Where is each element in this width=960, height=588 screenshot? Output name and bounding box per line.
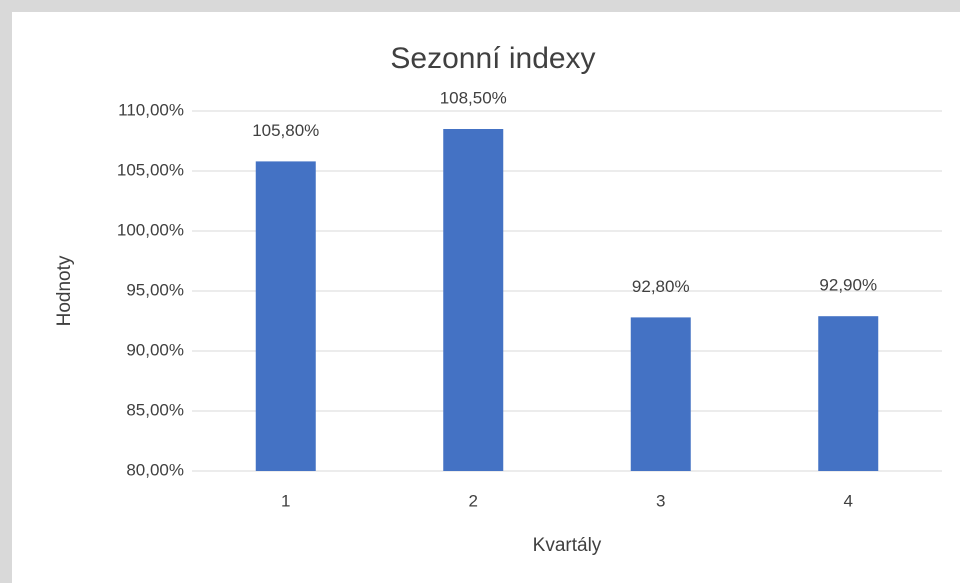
bar [630,317,691,471]
data-label: 92,80% [632,277,690,296]
y-tick-label: 100,00% [117,220,184,239]
x-axis-label: Kvartály [533,535,602,556]
chart-title: Sezonní indexy [390,42,595,75]
y-tick-label: 110,00% [118,100,184,119]
data-label: 108,50% [440,88,507,107]
y-axis-label: Hodnoty [54,255,75,326]
x-tick-label: 4 [844,491,853,510]
x-tick-label: 3 [656,491,665,510]
y-tick-label: 90,00% [126,340,184,359]
y-tick-label: 95,00% [126,280,184,299]
bar [255,161,316,471]
bar [818,316,879,471]
y-tick-label: 85,00% [126,400,184,419]
x-tick-label: 1 [281,491,290,510]
bar [443,129,504,471]
x-tick-label: 2 [469,491,478,510]
y-tick-label: 80,00% [126,460,184,479]
y-tick-label: 105,00% [117,160,184,179]
data-label: 92,90% [819,276,877,295]
data-label: 105,80% [252,121,319,140]
